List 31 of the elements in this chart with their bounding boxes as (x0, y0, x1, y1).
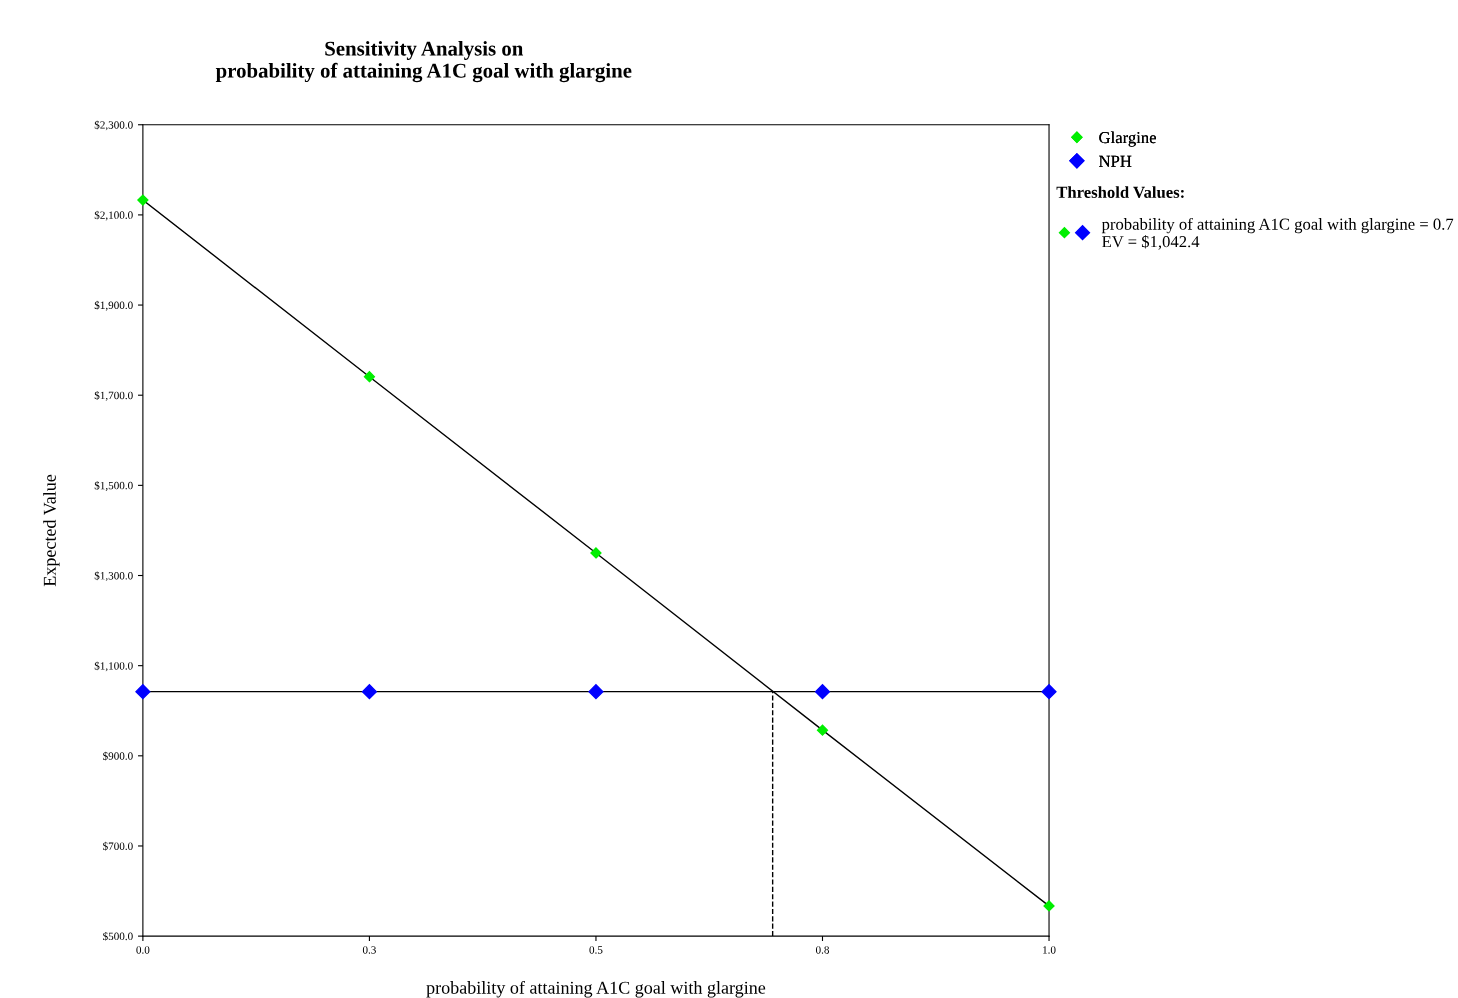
y-tick-label: $500.0 (103, 931, 133, 941)
y-tick-label: $2,100.0 (94, 210, 133, 221)
y-tick-label: $1,500.0 (94, 481, 133, 491)
y-tick-label: $900.0 (103, 751, 133, 761)
y-tick-label: $1,900.0 (94, 300, 133, 311)
point (1041, 684, 1057, 700)
point (1043, 900, 1055, 912)
point (816, 724, 829, 736)
y-tick-label: $700.0 (103, 841, 133, 851)
x-tick-label: 1.0 (1043, 946, 1056, 954)
y-tick-label: $1,100.0 (94, 661, 133, 672)
point (588, 684, 604, 700)
point (135, 684, 151, 700)
point (363, 371, 376, 383)
legend-label: Glargine (1099, 131, 1156, 147)
y-tick-label: $1,300.0 (94, 571, 133, 582)
x-axis-title: probability of attaining A1C goal with glargine (426, 980, 766, 998)
text: probability of attaining A1C goal with glargine = 0.7 EV = $1,042.4 (1101, 217, 1454, 250)
point (361, 684, 377, 700)
x-tick-label: 0.5 (589, 946, 603, 954)
chart-title: Sensitivity Analysis on probability of attaining A1C goal with glargine (215, 40, 632, 83)
text: Threshold Values: (1056, 186, 1184, 198)
point (814, 684, 831, 700)
y-tick-label: $2,300.0 (94, 120, 133, 131)
y-tick-label: $1,700.0 (94, 391, 133, 401)
legend-label: NPH (1099, 155, 1132, 167)
x-tick-label: 0.3 (362, 946, 376, 954)
point (137, 194, 149, 206)
y-axis-title: Expected Value (43, 474, 60, 587)
x-tick-label: 0.8 (815, 946, 830, 954)
x-tick-label: 0.0 (136, 946, 150, 954)
